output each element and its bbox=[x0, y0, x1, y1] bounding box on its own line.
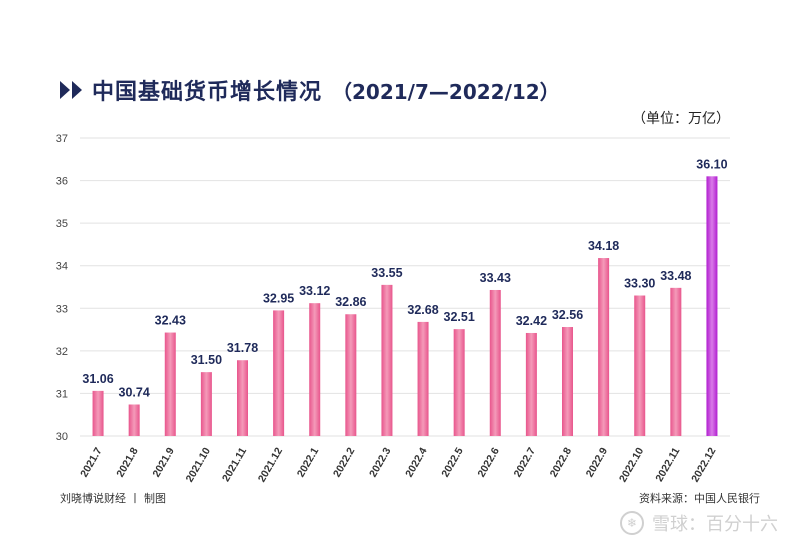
y-tick-label: 36 bbox=[56, 176, 68, 188]
data-label: 30.74 bbox=[119, 385, 150, 399]
x-tick-label: 2022.10 bbox=[617, 445, 646, 484]
x-tick-label: 2021.8 bbox=[114, 445, 141, 479]
footer-source: 资料来源：中国人民银行 bbox=[639, 492, 760, 505]
x-tick-label: 2022.1 bbox=[295, 445, 322, 479]
x-tick-label: 2022.3 bbox=[367, 445, 394, 479]
bar bbox=[670, 287, 682, 436]
bar bbox=[489, 289, 501, 436]
x-tick-label: 2021.12 bbox=[256, 445, 285, 484]
x-tick-label: 2022.11 bbox=[653, 445, 682, 484]
x-tick-label: 2022.2 bbox=[331, 445, 358, 479]
data-label: 33.30 bbox=[624, 277, 655, 291]
bar bbox=[128, 404, 140, 436]
title-arrows-icon bbox=[60, 81, 84, 99]
y-tick-label: 37 bbox=[56, 133, 68, 145]
bar bbox=[381, 284, 393, 436]
x-tick-label: 2022.6 bbox=[475, 445, 502, 479]
x-tick-label: 2022.5 bbox=[439, 445, 466, 479]
data-label: 32.51 bbox=[444, 310, 475, 324]
data-label: 33.43 bbox=[480, 271, 511, 285]
bar bbox=[598, 258, 610, 436]
bar bbox=[634, 295, 646, 436]
y-tick-label: 34 bbox=[56, 261, 68, 273]
data-label: 31.78 bbox=[227, 341, 258, 355]
data-label: 32.95 bbox=[263, 291, 294, 305]
data-label: 32.56 bbox=[552, 308, 583, 322]
x-tick-label: 2022.8 bbox=[548, 445, 575, 479]
bar bbox=[453, 329, 465, 436]
bar bbox=[309, 303, 321, 436]
bar bbox=[706, 176, 718, 437]
data-label: 32.43 bbox=[155, 314, 186, 328]
bar bbox=[562, 327, 573, 436]
data-label: 33.48 bbox=[660, 269, 691, 283]
bar bbox=[273, 310, 285, 436]
data-label: 31.50 bbox=[191, 353, 222, 367]
brand-text: 雪球：百分十六 bbox=[652, 514, 778, 535]
chart-title: 中国基础货币增长情况 （2021/7—2022/12） bbox=[60, 74, 560, 106]
footer-credit: 刘晓博说财经 丨 制图 bbox=[60, 492, 166, 505]
y-tick-label: 30 bbox=[56, 431, 68, 443]
x-tick-label: 2021.7 bbox=[78, 445, 105, 479]
x-tick-label: 2022.12 bbox=[689, 445, 718, 484]
data-label: 32.86 bbox=[335, 295, 366, 309]
y-tick-label: 35 bbox=[56, 218, 68, 230]
x-tick-label: 2021.11 bbox=[220, 445, 249, 484]
bar bbox=[92, 390, 104, 436]
data-label: 31.06 bbox=[82, 372, 113, 386]
bar bbox=[345, 314, 357, 436]
data-label: 36.10 bbox=[696, 157, 727, 171]
x-tick-label: 2021.10 bbox=[184, 445, 213, 484]
x-tick-label: 2022.4 bbox=[403, 445, 430, 479]
data-label: 34.18 bbox=[588, 239, 619, 253]
title-date-range: （2021/7—2022/12） bbox=[332, 79, 560, 104]
data-label: 32.68 bbox=[407, 303, 438, 317]
bar bbox=[200, 372, 212, 436]
title-main: 中国基础货币增长情况 bbox=[92, 80, 323, 105]
brand-watermark: ❄ 雪球：百分十六 bbox=[620, 510, 778, 536]
snowball-logo-icon: ❄ bbox=[620, 511, 644, 535]
x-tick-label: 2021.9 bbox=[150, 445, 177, 479]
x-tick-label: 2022.7 bbox=[512, 445, 539, 479]
x-tick-label: 2022.9 bbox=[584, 445, 611, 479]
data-label: 33.55 bbox=[371, 266, 402, 280]
unit-label: （单位：万亿） bbox=[632, 111, 730, 127]
y-tick-label: 32 bbox=[56, 346, 68, 358]
data-label: 33.12 bbox=[299, 284, 330, 298]
bar bbox=[417, 321, 429, 436]
data-label: 32.42 bbox=[516, 314, 547, 328]
bar bbox=[237, 360, 248, 436]
bar bbox=[164, 332, 176, 436]
bar bbox=[525, 332, 537, 436]
y-tick-label: 33 bbox=[56, 303, 68, 315]
y-tick-label: 31 bbox=[56, 388, 68, 400]
